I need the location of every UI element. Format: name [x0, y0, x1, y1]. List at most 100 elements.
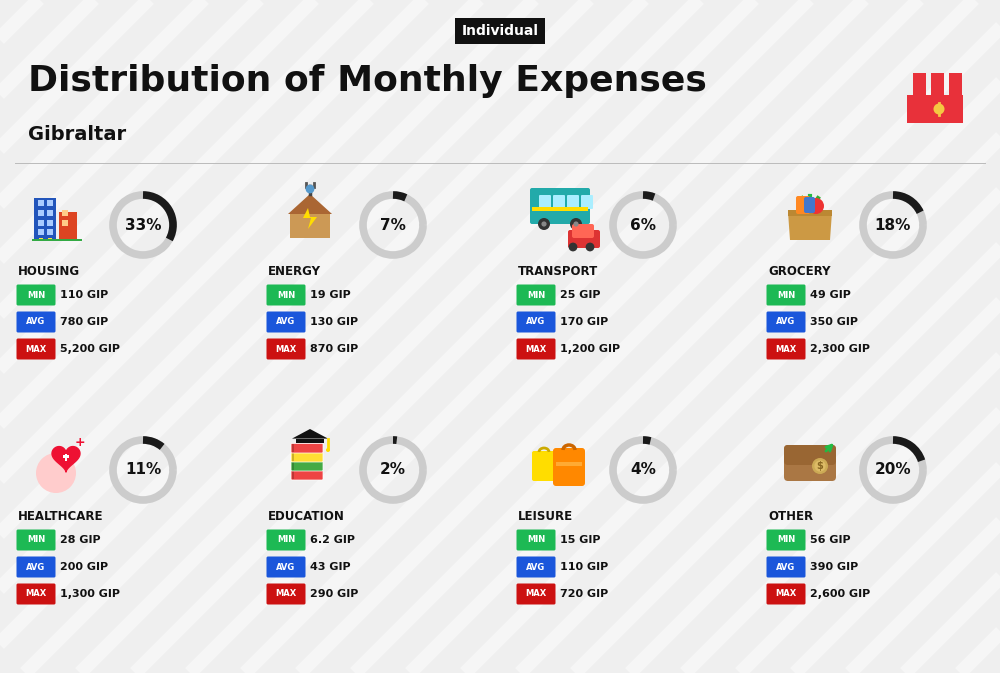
Polygon shape [290, 198, 330, 238]
Text: MAX: MAX [525, 345, 547, 353]
FancyBboxPatch shape [516, 583, 556, 604]
Text: MIN: MIN [277, 536, 295, 544]
Text: 2,300 GIP: 2,300 GIP [810, 344, 870, 354]
Polygon shape [303, 208, 317, 229]
FancyBboxPatch shape [804, 197, 815, 213]
Text: 6%: 6% [630, 217, 656, 232]
FancyBboxPatch shape [47, 220, 53, 226]
Text: 19 GIP: 19 GIP [310, 290, 351, 300]
Circle shape [570, 218, 582, 230]
FancyBboxPatch shape [48, 238, 52, 240]
FancyBboxPatch shape [16, 285, 55, 306]
FancyBboxPatch shape [516, 557, 556, 577]
FancyBboxPatch shape [568, 230, 600, 248]
Text: 7%: 7% [380, 217, 406, 232]
FancyBboxPatch shape [784, 445, 836, 465]
Text: MAX: MAX [275, 345, 297, 353]
FancyBboxPatch shape [572, 224, 594, 238]
Text: 5,200 GIP: 5,200 GIP [60, 344, 120, 354]
FancyBboxPatch shape [291, 470, 323, 480]
Text: 28 GIP: 28 GIP [60, 535, 101, 545]
FancyBboxPatch shape [949, 73, 962, 95]
FancyBboxPatch shape [767, 339, 806, 359]
FancyBboxPatch shape [292, 454, 294, 461]
Polygon shape [288, 194, 332, 214]
FancyBboxPatch shape [266, 583, 306, 604]
Text: AVG: AVG [526, 563, 546, 571]
FancyBboxPatch shape [38, 229, 44, 235]
FancyBboxPatch shape [266, 557, 306, 577]
FancyBboxPatch shape [581, 195, 593, 209]
FancyBboxPatch shape [530, 188, 590, 224]
Text: EDUCATION: EDUCATION [268, 510, 345, 523]
FancyBboxPatch shape [296, 439, 324, 443]
Text: 130 GIP: 130 GIP [310, 317, 358, 327]
Circle shape [808, 198, 824, 214]
FancyBboxPatch shape [291, 444, 323, 453]
Text: MIN: MIN [527, 291, 545, 299]
Text: 49 GIP: 49 GIP [810, 290, 851, 300]
FancyBboxPatch shape [291, 452, 323, 462]
FancyBboxPatch shape [767, 557, 806, 577]
Text: GROCERY: GROCERY [768, 265, 830, 278]
FancyBboxPatch shape [784, 445, 836, 481]
FancyBboxPatch shape [556, 462, 582, 466]
Text: 6.2 GIP: 6.2 GIP [310, 535, 355, 545]
Text: +: + [75, 437, 85, 450]
FancyBboxPatch shape [16, 530, 55, 551]
Text: 390 GIP: 390 GIP [810, 562, 858, 572]
Polygon shape [292, 429, 328, 439]
Text: AVG: AVG [526, 318, 546, 326]
Circle shape [573, 221, 579, 227]
FancyBboxPatch shape [62, 211, 68, 216]
Circle shape [812, 458, 828, 474]
Circle shape [36, 453, 76, 493]
Text: 780 GIP: 780 GIP [60, 317, 108, 327]
Text: 170 GIP: 170 GIP [560, 317, 608, 327]
Text: Distribution of Monthly Expenses: Distribution of Monthly Expenses [28, 64, 707, 98]
FancyBboxPatch shape [532, 451, 556, 481]
Circle shape [541, 221, 547, 227]
FancyBboxPatch shape [266, 285, 306, 306]
Text: MIN: MIN [27, 536, 45, 544]
FancyBboxPatch shape [553, 448, 585, 486]
FancyBboxPatch shape [516, 285, 556, 306]
Text: MAX: MAX [275, 590, 297, 598]
FancyBboxPatch shape [553, 195, 565, 209]
FancyBboxPatch shape [767, 583, 806, 604]
Text: HEALTHCARE: HEALTHCARE [18, 510, 104, 523]
FancyBboxPatch shape [532, 207, 588, 211]
Text: AVG: AVG [26, 563, 46, 571]
Text: 25 GIP: 25 GIP [560, 290, 600, 300]
Text: HOUSING: HOUSING [18, 265, 80, 278]
Circle shape [586, 242, 594, 252]
FancyBboxPatch shape [913, 73, 926, 95]
Text: 4%: 4% [630, 462, 656, 478]
FancyBboxPatch shape [65, 454, 67, 460]
Text: 43 GIP: 43 GIP [310, 562, 351, 572]
FancyBboxPatch shape [38, 220, 44, 226]
Text: LEISURE: LEISURE [518, 510, 573, 523]
FancyBboxPatch shape [62, 220, 68, 226]
Text: 870 GIP: 870 GIP [310, 344, 358, 354]
Text: OTHER: OTHER [768, 510, 813, 523]
Text: AVG: AVG [776, 563, 796, 571]
FancyBboxPatch shape [59, 212, 77, 240]
FancyBboxPatch shape [539, 195, 551, 209]
FancyBboxPatch shape [291, 462, 323, 471]
Polygon shape [52, 447, 80, 472]
Circle shape [933, 104, 944, 114]
FancyBboxPatch shape [47, 211, 53, 216]
Text: AVG: AVG [276, 563, 296, 571]
FancyBboxPatch shape [47, 229, 53, 235]
Text: 110 GIP: 110 GIP [60, 290, 108, 300]
Text: MAX: MAX [775, 345, 797, 353]
FancyBboxPatch shape [907, 95, 963, 123]
Text: 15 GIP: 15 GIP [560, 535, 600, 545]
Text: MAX: MAX [525, 590, 547, 598]
Text: 290 GIP: 290 GIP [310, 589, 358, 599]
FancyBboxPatch shape [767, 312, 806, 332]
FancyBboxPatch shape [16, 339, 55, 359]
Text: 20%: 20% [875, 462, 911, 478]
Circle shape [326, 448, 330, 452]
